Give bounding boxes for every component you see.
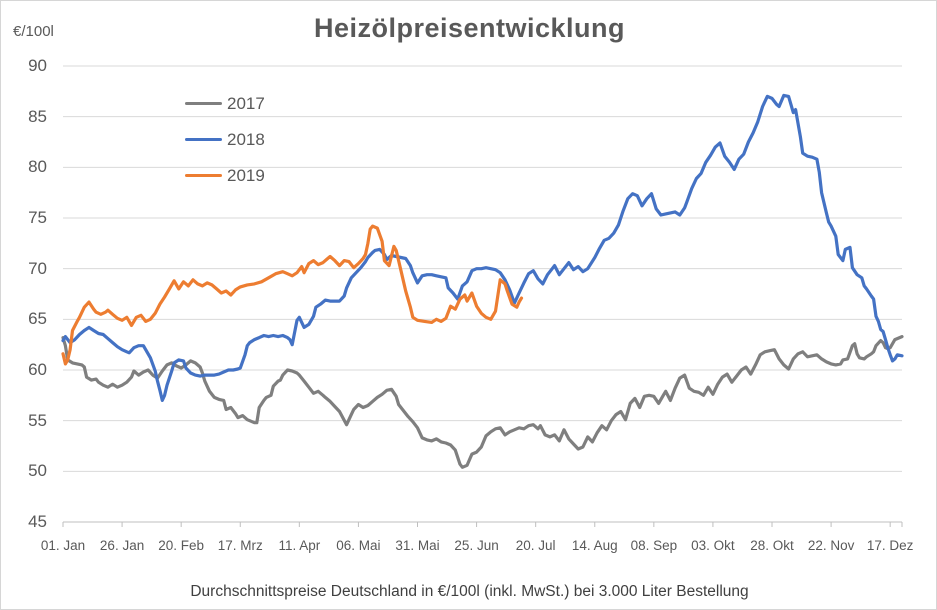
series-line-2018 — [61, 93, 904, 402]
y-axis-tick-label: 80 — [28, 157, 47, 177]
x-axis-tick-label: 17. Dez — [866, 538, 914, 553]
x-axis-tick-label: 03. Okt — [691, 538, 735, 553]
y-axis-tick-label: 70 — [28, 258, 47, 278]
y-axis-tick-label: 75 — [28, 208, 47, 227]
x-axis-tick-label: 22. Nov — [807, 538, 855, 553]
y-axis-tick-label: 90 — [28, 56, 47, 75]
chart-subtitle: Durchschnittspreise Deutschland in €/100… — [190, 583, 749, 600]
legend-label: 2017 — [227, 93, 265, 113]
x-axis-tick-label: 14. Aug — [571, 538, 618, 553]
series-line-2019 — [61, 224, 524, 366]
legend-item-2019: 2019 — [185, 164, 265, 187]
legend-label: 2018 — [227, 129, 265, 149]
x-axis-tick-label: 26. Jan — [99, 538, 145, 553]
chart-legend: 2017 2018 2019 — [185, 92, 265, 200]
x-axis-tick-label: 11. Apr — [278, 538, 321, 553]
y-axis-tick-label: 50 — [28, 461, 47, 481]
x-axis-tick-label: 20. Jul — [515, 538, 556, 553]
series-line-2017 — [61, 335, 904, 469]
legend-line-swatch-2018 — [185, 137, 222, 142]
y-axis-tick-label: 65 — [28, 309, 47, 329]
legend-item-2018: 2018 — [185, 128, 265, 151]
x-axis-tick-label: 25. Jun — [454, 538, 499, 553]
legend-line-swatch-2017 — [185, 101, 222, 106]
legend-label: 2019 — [227, 165, 265, 185]
x-axis-tick-label: 06. Mai — [336, 538, 381, 553]
x-axis-tick-label: 31. Mai — [395, 538, 440, 553]
x-axis-tick-label: 17. Mrz — [217, 538, 263, 553]
y-axis-tick-label: 60 — [28, 360, 47, 379]
x-axis-tick-label: 28. Okt — [750, 538, 794, 553]
legend-item-2017: 2017 — [185, 92, 265, 115]
x-axis-tick-label: 01. Jan — [40, 538, 86, 553]
legend-line-swatch-2019 — [185, 173, 222, 178]
y-axis-tick-label: 55 — [28, 410, 47, 430]
x-axis-tick-label: 20. Feb — [158, 538, 205, 553]
y-axis-tick-label: 85 — [28, 106, 47, 126]
x-axis-tick-label: 08. Sep — [630, 538, 678, 553]
y-axis-unit-label: €/100l — [13, 23, 54, 40]
y-axis-tick-label: 45 — [28, 512, 47, 531]
chart-title: Heizölpreisentwicklung — [313, 13, 626, 43]
